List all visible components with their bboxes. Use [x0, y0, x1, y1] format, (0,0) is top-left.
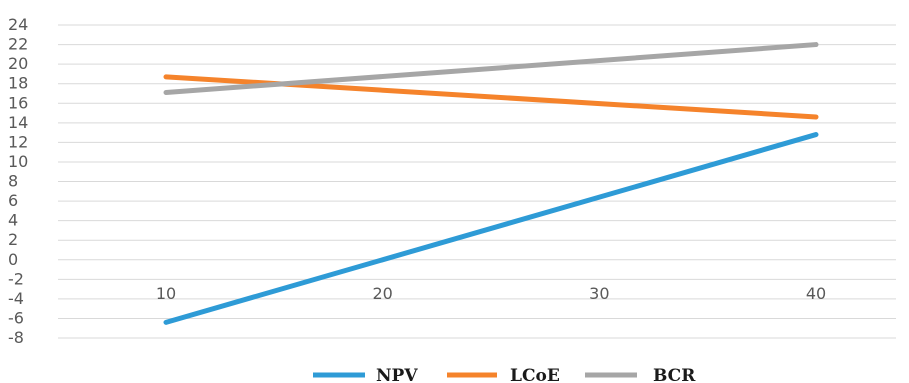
y-tick-label: 2 — [8, 230, 18, 249]
x-tick-label: 20 — [372, 284, 392, 303]
legend-label-lcoe: LCoE — [510, 366, 560, 383]
x-tick-label: 30 — [589, 284, 609, 303]
y-tick-label: 4 — [8, 211, 18, 230]
y-tick-label: 12 — [8, 132, 28, 151]
x-tick-label: 10 — [156, 284, 176, 303]
y-tick-label: 8 — [8, 172, 18, 191]
legend-label-npv: NPV — [376, 366, 418, 383]
y-tick-label: -4 — [8, 289, 24, 308]
y-tick-label: 22 — [8, 35, 28, 54]
y-tick-label: 20 — [8, 54, 28, 73]
series-line-npv — [163, 132, 819, 325]
y-tick-label: 24 — [8, 15, 28, 34]
y-tick-label: -2 — [8, 269, 24, 288]
y-tick-label: 0 — [8, 250, 18, 269]
y-tick-label: -6 — [8, 308, 24, 327]
legend-label-bcr: BCR — [653, 366, 696, 383]
y-tick-label: 16 — [8, 93, 28, 112]
y-tick-label: 14 — [8, 113, 28, 132]
legend: NPV LCoE BCR — [313, 366, 696, 383]
series-line-bcr — [163, 42, 819, 95]
x-tick-label: 40 — [806, 284, 826, 303]
gridlines — [58, 24, 896, 339]
y-tick-label: 18 — [8, 74, 28, 93]
y-tick-label: 10 — [8, 152, 28, 171]
x-axis-tick-labels: 10 20 30 40 — [156, 284, 826, 303]
y-tick-label: 6 — [8, 191, 18, 210]
y-tick-label: -8 — [8, 328, 24, 347]
series-lines — [163, 42, 819, 325]
